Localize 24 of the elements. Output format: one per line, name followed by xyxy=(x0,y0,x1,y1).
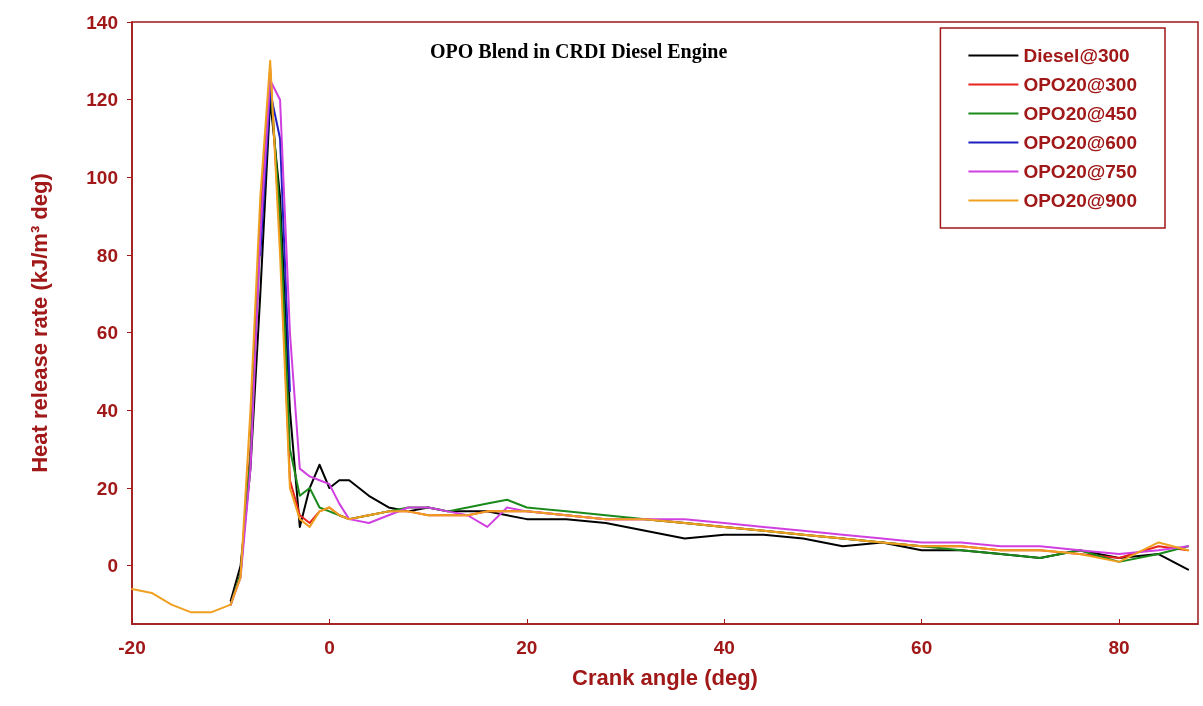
legend-label: OPO20@750 xyxy=(1023,161,1137,182)
line-series xyxy=(259,90,291,392)
legend-label: Diesel@300 xyxy=(1023,45,1130,66)
x-tick-label: 40 xyxy=(713,637,735,658)
legend-label: OPO20@600 xyxy=(1023,132,1137,153)
y-tick-label: 120 xyxy=(86,89,118,111)
y-tick-label: 0 xyxy=(107,555,118,577)
legend-label: OPO20@450 xyxy=(1023,103,1137,124)
legend-label: OPO20@900 xyxy=(1023,190,1137,211)
y-axis-title: Heat release rate (kJ/m³ deg) xyxy=(26,173,52,473)
y-tick-label: 40 xyxy=(96,399,118,421)
y-tick-label: 100 xyxy=(86,166,118,188)
x-tick-label: -20 xyxy=(118,637,146,658)
x-tick-label: 20 xyxy=(516,637,538,658)
y-tick-label: 80 xyxy=(96,244,118,266)
x-axis-title: Crank angle (deg) xyxy=(572,664,758,690)
y-tick-label: 20 xyxy=(96,477,118,499)
x-tick-label: 0 xyxy=(324,637,335,658)
y-tick-label: 60 xyxy=(96,322,118,344)
y-tick-label: 140 xyxy=(86,11,118,33)
x-tick-label: 60 xyxy=(911,637,933,658)
x-tick-label: 80 xyxy=(1108,637,1130,658)
legend-label: OPO20@300 xyxy=(1023,74,1137,95)
text: OPO Blend in CRDI Diesel Engine xyxy=(430,40,728,63)
